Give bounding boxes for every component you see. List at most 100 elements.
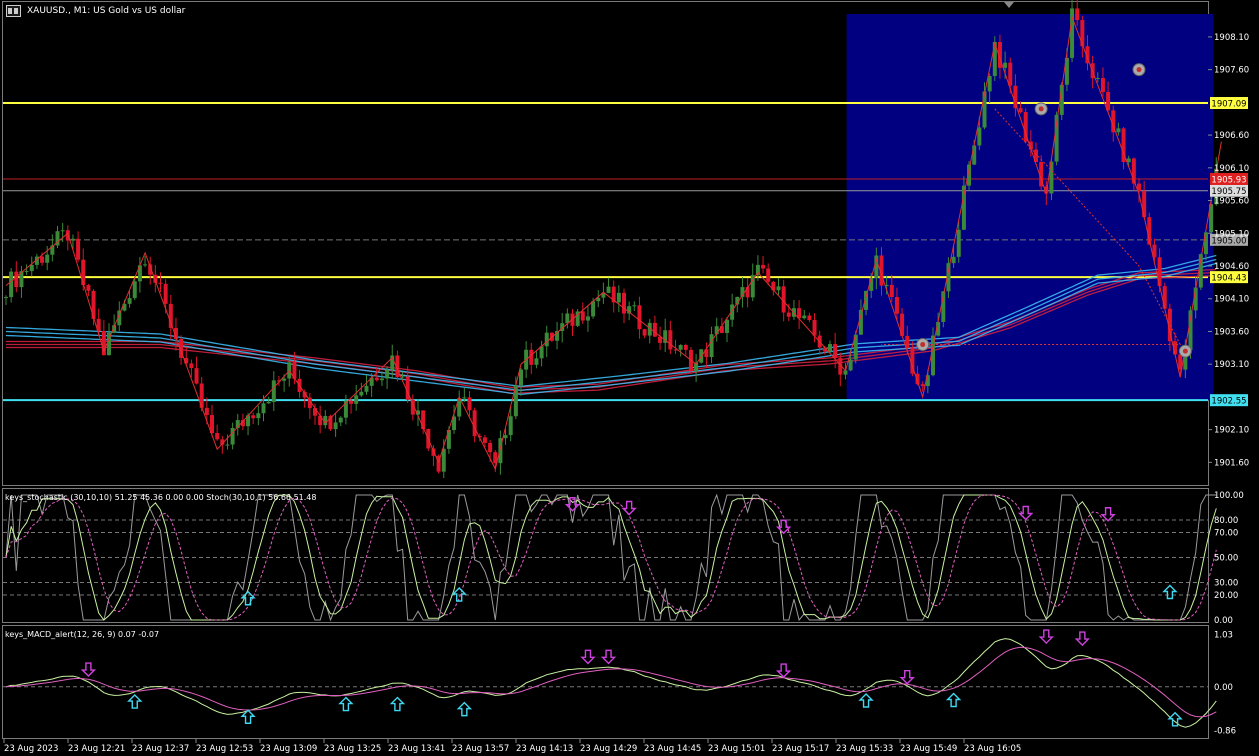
candle — [379, 371, 384, 386]
candle — [1075, 0, 1080, 27]
stoch-signal-line — [5, 494, 1217, 621]
stoch-down-arrow-icon — [621, 500, 637, 516]
candle — [153, 265, 158, 293]
candle — [575, 309, 580, 328]
candle — [143, 255, 148, 268]
candle — [1028, 130, 1033, 157]
macd-down-arrow-icon — [600, 649, 617, 665]
candle — [359, 382, 364, 398]
candle — [1080, 15, 1085, 58]
candle — [745, 278, 750, 308]
candle — [951, 246, 956, 268]
level-label: 1905.75 — [1211, 187, 1246, 197]
candle — [503, 428, 508, 445]
y-tick-label: 1904.60 — [1214, 262, 1249, 272]
candle — [91, 289, 96, 326]
candle — [405, 366, 410, 404]
x-tick-label: 23 Aug 15:01 — [708, 744, 765, 754]
candle — [1013, 74, 1018, 117]
x-tick-label: 23 Aug 12:21 — [68, 744, 125, 754]
candle — [1142, 180, 1147, 219]
candle — [889, 274, 894, 303]
candle — [1106, 81, 1111, 112]
candle — [498, 430, 503, 475]
candle — [112, 314, 117, 334]
candle — [694, 353, 699, 383]
candle — [740, 277, 745, 308]
candle — [251, 412, 256, 425]
candle — [606, 277, 611, 294]
macd-up-arrow-icon — [389, 696, 406, 712]
level-label-bg — [1210, 172, 1248, 185]
candle — [1121, 126, 1126, 170]
candle — [235, 413, 240, 436]
candle — [261, 395, 266, 422]
candle — [256, 405, 261, 426]
candle — [482, 434, 487, 448]
candle — [436, 454, 441, 474]
candle — [704, 342, 709, 369]
candle — [982, 82, 987, 130]
candle — [276, 375, 281, 386]
candle — [652, 315, 657, 338]
macd-down-arrow-icon — [775, 663, 792, 679]
candle — [1085, 35, 1090, 71]
candle — [55, 225, 60, 249]
candle — [987, 73, 992, 104]
candle — [508, 406, 513, 442]
candle — [709, 326, 714, 364]
candle — [1152, 238, 1157, 262]
macd-label: keys_MACD_alert(12, 26, 9) 0.07 -0.07 — [5, 630, 160, 639]
candle — [797, 300, 802, 330]
candle — [9, 268, 14, 303]
macd-up-arrow-icon — [240, 709, 256, 724]
candle — [616, 285, 621, 313]
stoch-down-arrow-icon — [775, 519, 792, 535]
candle — [1100, 67, 1105, 97]
candle — [457, 390, 462, 421]
candle — [585, 306, 590, 332]
stoch-y-label: 70.00 — [1214, 529, 1238, 539]
candle — [338, 416, 343, 427]
candle — [858, 299, 863, 335]
candle — [266, 396, 271, 404]
candle — [936, 312, 941, 337]
candle — [961, 176, 966, 230]
candle — [271, 371, 276, 412]
candle — [596, 290, 601, 308]
signal-marker-icon — [1034, 102, 1048, 116]
candle — [812, 313, 817, 343]
chart-shift-marker-icon[interactable] — [1004, 2, 1014, 8]
candle — [519, 368, 523, 397]
macd-signal-line — [5, 646, 1217, 718]
y-tick-label: 1902.10 — [1214, 426, 1249, 436]
macd-down-arrow-icon — [1074, 631, 1091, 647]
candle — [781, 279, 786, 322]
candle — [910, 341, 915, 377]
macd-y-label: -0.86 — [1214, 726, 1236, 736]
candle — [1203, 231, 1208, 261]
stochastic-pane-frame — [2, 488, 1209, 623]
candle — [19, 265, 24, 298]
candle — [467, 391, 472, 417]
stochastic-label: keys_stochastic (30,10,10) 51.25 45.36 0… — [5, 493, 317, 502]
stoch-y-label: 0.00 — [1214, 616, 1233, 626]
candle — [132, 277, 137, 301]
candle — [210, 404, 214, 437]
y-tick-label: 1903.10 — [1214, 360, 1249, 370]
candle — [173, 317, 178, 351]
candle — [472, 407, 477, 443]
candle — [864, 290, 869, 316]
level-label: 1902.55 — [1211, 397, 1246, 407]
candle — [225, 434, 230, 450]
candle — [673, 339, 678, 354]
chart-menu-icon[interactable] — [6, 5, 21, 17]
zigzag-dotted-line — [881, 108, 1182, 345]
candle — [29, 256, 34, 277]
candle — [117, 301, 122, 331]
level-label-bg — [1210, 394, 1248, 407]
candle — [678, 344, 683, 357]
level-label: 1905.93 — [1211, 175, 1246, 185]
candle — [879, 247, 884, 296]
